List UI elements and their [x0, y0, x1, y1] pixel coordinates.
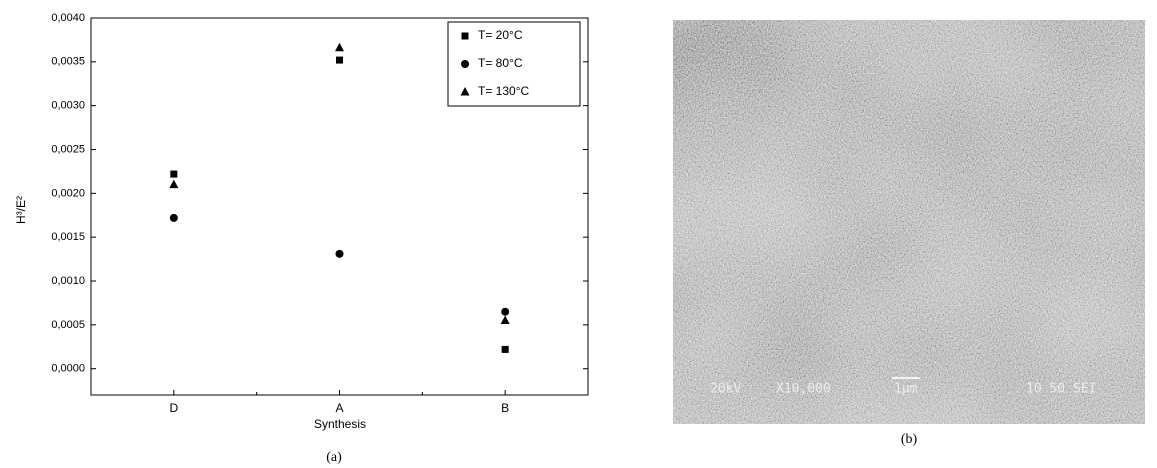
- square-marker: [501, 345, 509, 353]
- sem-label: 20kV: [710, 382, 741, 397]
- y-tick-label: 0,0000: [51, 363, 85, 375]
- y-tick-label: 0,0025: [51, 143, 85, 155]
- circle-marker: [169, 213, 178, 222]
- sem-label: 1μm: [894, 382, 918, 397]
- circle-marker: [461, 60, 469, 68]
- y-tick-label: 0,0015: [51, 231, 85, 243]
- sem-label: 10 50 SEI: [1026, 382, 1096, 397]
- caption: (a): [326, 450, 342, 465]
- sem-shading: [673, 20, 1145, 424]
- triangle-marker: [460, 87, 470, 96]
- circle-marker: [501, 307, 510, 316]
- y-axis-label: H³/E²: [14, 196, 28, 224]
- square-marker: [461, 32, 469, 40]
- x-tick-label: D: [169, 401, 178, 415]
- legend-label: T= 20°C: [478, 28, 523, 42]
- y-tick-label: 0,0020: [51, 187, 85, 199]
- y-tick-label: 0,0035: [51, 56, 85, 68]
- triangle-marker: [500, 315, 510, 324]
- triangle-marker: [169, 179, 179, 189]
- x-tick-label: A: [335, 401, 343, 415]
- sem-label: X10,000: [776, 382, 831, 397]
- sem-image-panel: 20kV X10,000 1μm 10 50 SEI (b): [673, 20, 1145, 447]
- circle-marker: [335, 249, 344, 258]
- triangle-marker: [335, 42, 344, 52]
- legend-label: T= 80°C: [478, 56, 523, 70]
- y-tick-label: 0,0010: [51, 275, 85, 287]
- caption: (b): [901, 432, 918, 447]
- chart: Synthesis H³/E² (a) 0,0000 0,0005 0,0010 0,…: [14, 12, 589, 465]
- square-marker: [170, 170, 178, 178]
- legend-box: [447, 21, 581, 107]
- y-tick-label: 0,0040: [51, 12, 85, 24]
- x-axis-label: Synthesis: [314, 417, 366, 431]
- x-tick-label: B: [501, 401, 509, 415]
- square-marker: [336, 56, 343, 64]
- legend-label: T= 130°C: [478, 84, 529, 98]
- y-tick-label: 0,0005: [51, 319, 85, 331]
- y-tick-label: 0,0030: [51, 100, 85, 112]
